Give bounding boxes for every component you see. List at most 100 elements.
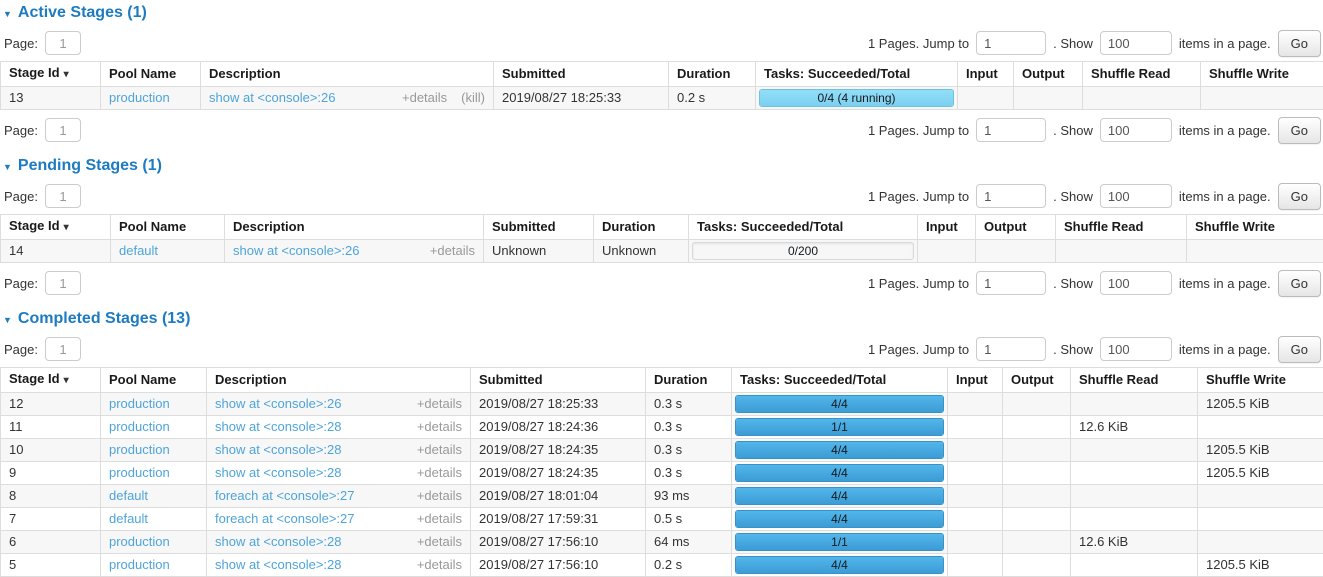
stage-id-cell: 7 (1, 508, 101, 531)
pool-name-link[interactable]: default (109, 511, 148, 526)
column-header-7[interactable]: Output (1014, 62, 1083, 87)
column-header-4[interactable]: Duration (594, 215, 689, 240)
pool-name-link[interactable]: production (109, 90, 170, 105)
pool-name-link[interactable]: default (109, 488, 148, 503)
description-link[interactable]: show at <console>:28 (215, 466, 341, 480)
column-header-5[interactable]: Tasks: Succeeded/Total (756, 62, 958, 87)
column-header-0[interactable]: Stage Id▾ (1, 62, 101, 87)
column-header-4[interactable]: Duration (669, 62, 756, 87)
details-link[interactable]: +details (417, 420, 462, 434)
description-link[interactable]: show at <console>:26 (215, 397, 341, 411)
description-link[interactable]: show at <console>:28 (215, 443, 341, 457)
column-header-1[interactable]: Pool Name (101, 62, 201, 87)
pages-count-label: 1 Pages. Jump to (868, 123, 969, 138)
page-number-input[interactable] (45, 31, 81, 55)
column-header-1[interactable]: Pool Name (111, 215, 225, 240)
column-header-5[interactable]: Tasks: Succeeded/Total (689, 215, 918, 240)
kill-link[interactable]: (kill) (461, 91, 485, 105)
description-link[interactable]: foreach at <console>:27 (215, 512, 355, 526)
section-heading-pending[interactable]: ▼Pending Stages (1) (3, 157, 1323, 175)
section-heading-active[interactable]: ▼Active Stages (1) (3, 4, 1323, 22)
page-number-input[interactable] (45, 118, 81, 142)
go-button[interactable]: Go (1278, 336, 1321, 363)
details-link[interactable]: +details (417, 512, 462, 526)
column-header-7[interactable]: Output (1003, 368, 1071, 393)
description-link[interactable]: show at <console>:28 (215, 420, 341, 434)
column-header-3[interactable]: Submitted (494, 62, 669, 87)
column-header-2[interactable]: Description (201, 62, 494, 87)
page-number-input[interactable] (45, 337, 81, 361)
details-link[interactable]: +details (402, 91, 447, 105)
pagination-top: Page:1 Pages. Jump to. Showitems in a pa… (1, 335, 1322, 363)
column-header-8[interactable]: Shuffle Read (1071, 368, 1198, 393)
jump-to-page-input[interactable] (976, 118, 1046, 142)
section-heading-completed[interactable]: ▼Completed Stages (13) (3, 310, 1323, 328)
column-header-4[interactable]: Duration (646, 368, 732, 393)
column-header-0[interactable]: Stage Id▾ (1, 368, 101, 393)
description-link[interactable]: foreach at <console>:27 (215, 489, 355, 503)
items-per-page-input[interactable] (1100, 31, 1172, 55)
details-link[interactable]: +details (417, 558, 462, 572)
duration-cell: Unknown (594, 240, 689, 263)
page-number-input[interactable] (45, 184, 81, 208)
details-link[interactable]: +details (417, 535, 462, 549)
submitted-cell: 2019/08/27 18:01:04 (471, 485, 646, 508)
items-per-page-input[interactable] (1100, 337, 1172, 361)
items-per-page-input[interactable] (1100, 118, 1172, 142)
tasks-cell: 4/4 (732, 393, 948, 416)
go-button[interactable]: Go (1278, 30, 1321, 57)
pool-name-link[interactable]: production (109, 442, 170, 457)
pool-name-link[interactable]: production (109, 396, 170, 411)
description-link[interactable]: show at <console>:26 (233, 244, 359, 258)
description-link[interactable]: show at <console>:26 (209, 91, 335, 105)
column-header-9[interactable]: Shuffle Write (1187, 215, 1323, 240)
stage-id-cell: 6 (1, 531, 101, 554)
details-link[interactable]: +details (430, 244, 475, 258)
column-header-3[interactable]: Submitted (484, 215, 594, 240)
go-button[interactable]: Go (1278, 270, 1321, 297)
column-header-2[interactable]: Description (225, 215, 484, 240)
description-cell: show at <console>:28 +details (207, 554, 471, 577)
jump-to-page-input[interactable] (976, 271, 1046, 295)
details-link[interactable]: +details (417, 443, 462, 457)
items-per-page-input[interactable] (1100, 184, 1172, 208)
page-number-input[interactable] (45, 271, 81, 295)
column-header-3[interactable]: Submitted (471, 368, 646, 393)
go-button[interactable]: Go (1278, 117, 1321, 144)
shuffle-read-cell (1071, 439, 1198, 462)
items-per-page-input[interactable] (1100, 271, 1172, 295)
collapse-arrow-icon: ▼ (3, 163, 12, 172)
column-header-8[interactable]: Shuffle Read (1056, 215, 1187, 240)
jump-to-page-input[interactable] (976, 337, 1046, 361)
column-header-6[interactable]: Input (918, 215, 976, 240)
shuffle-read-cell (1083, 87, 1201, 110)
column-header-8[interactable]: Shuffle Read (1083, 62, 1201, 87)
jump-to-page-input[interactable] (976, 184, 1046, 208)
details-link[interactable]: +details (417, 397, 462, 411)
column-header-5[interactable]: Tasks: Succeeded/Total (732, 368, 948, 393)
task-progress-bar: 4/4 (735, 487, 944, 505)
column-header-1[interactable]: Pool Name (101, 368, 207, 393)
pool-name-link[interactable]: production (109, 534, 170, 549)
task-progress-bar: 1/1 (735, 418, 944, 436)
column-header-9[interactable]: Shuffle Write (1201, 62, 1323, 87)
pool-name-cell: production (101, 87, 201, 110)
description-link[interactable]: show at <console>:28 (215, 535, 341, 549)
details-link[interactable]: +details (417, 489, 462, 503)
pool-name-link[interactable]: production (109, 419, 170, 434)
description-link[interactable]: show at <console>:28 (215, 558, 341, 572)
column-header-9[interactable]: Shuffle Write (1198, 368, 1323, 393)
jump-to-page-input[interactable] (976, 31, 1046, 55)
column-header-7[interactable]: Output (976, 215, 1056, 240)
pool-name-link[interactable]: production (109, 557, 170, 572)
details-link[interactable]: +details (417, 466, 462, 480)
go-button[interactable]: Go (1278, 183, 1321, 210)
column-header-2[interactable]: Description (207, 368, 471, 393)
progress-label: 1/1 (736, 534, 943, 550)
pool-name-link[interactable]: production (109, 465, 170, 480)
column-header-6[interactable]: Input (948, 368, 1003, 393)
column-header-6[interactable]: Input (958, 62, 1014, 87)
pool-name-link[interactable]: default (119, 243, 158, 258)
column-header-0[interactable]: Stage Id▾ (1, 215, 111, 240)
